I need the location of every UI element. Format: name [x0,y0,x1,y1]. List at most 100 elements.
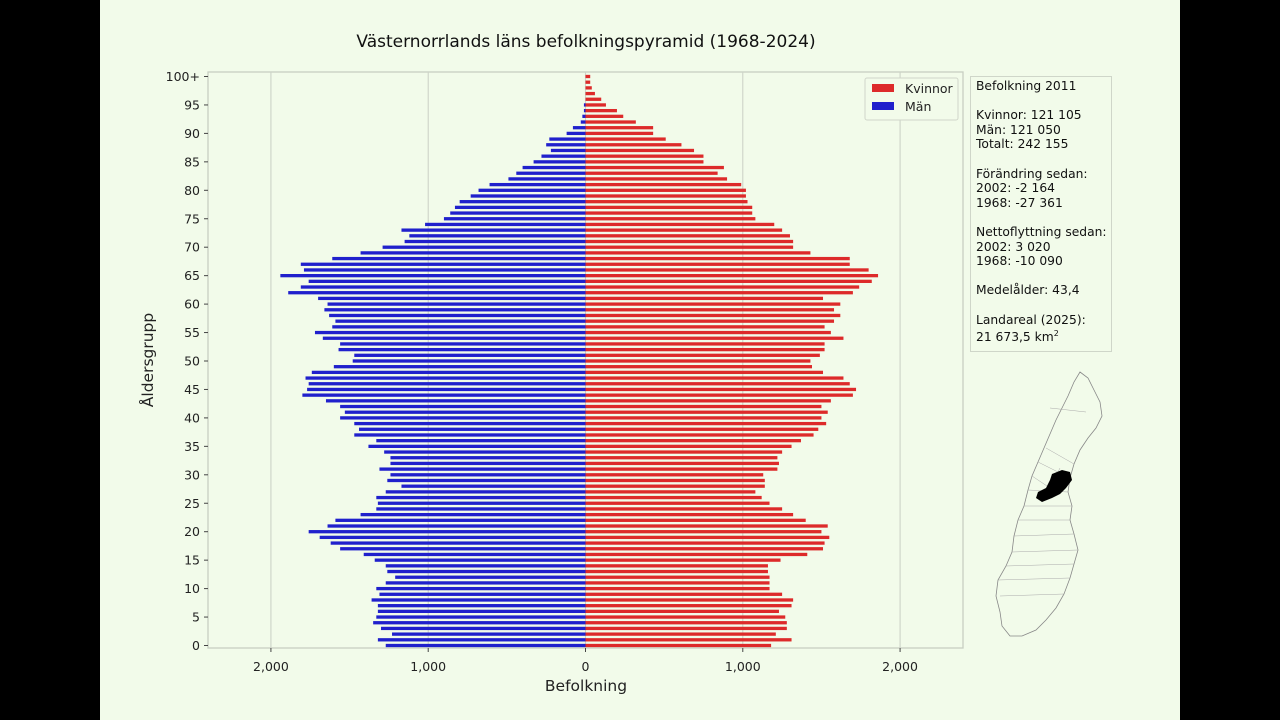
bar-man-age-84 [522,165,586,170]
female-bars [585,74,879,648]
bar-man-age-62 [288,291,586,295]
bar-man-age-95 [583,103,586,107]
bar-kvinnor-age-79 [585,194,746,198]
bar-man-age-81 [489,182,586,187]
bar-kvinnor-age-70 [585,245,794,249]
y-tick-label: 80 [184,183,200,198]
bar-kvinnor-age-8 [585,598,794,602]
bar-kvinnor-age-29 [585,478,765,483]
bar-kvinnor-age-67 [585,262,850,266]
bar-man-age-45 [307,387,586,392]
legend-swatch-kvinnor [872,84,894,92]
bar-man-age-64 [308,279,586,283]
bar-man-age-2 [392,632,586,636]
bar-man-age-42 [340,404,586,409]
bar-kvinnor-age-23 [585,512,794,517]
legend-swatch-man [872,102,894,110]
legend-label-kvinnor: Kvinnor [905,81,954,96]
bar-man-age-88 [546,143,586,147]
bar-kvinnor-age-46 [585,382,850,386]
x-axis-label: Befolkning [545,677,627,695]
bar-kvinnor-age-39 [585,421,827,426]
bar-man-age-91 [572,126,586,130]
bar-man-age-85 [533,160,586,164]
y-tick-label: 85 [184,154,200,169]
bar-man-age-32 [390,461,586,466]
info-man: Män: 121 050 [976,122,1061,137]
bar-kvinnor-age-84 [585,165,724,170]
bar-man-age-21 [327,524,586,528]
vasternorrland-highlight [1036,470,1072,502]
bar-man-age-16 [363,552,586,557]
bar-kvinnor-age-93 [585,114,624,118]
bar-kvinnor-age-74 [585,222,775,227]
bar-kvinnor-age-92 [585,120,636,124]
y-tick-label: 40 [184,410,200,425]
y-tick-label: 75 [184,211,200,226]
bar-kvinnor-age-81 [585,182,742,187]
y-tick-label: 20 [184,524,200,539]
bar-kvinnor-age-34 [585,450,783,454]
bar-man-age-65 [280,274,586,278]
bar-man-age-20 [308,530,586,534]
bar-kvinnor-age-76 [585,211,753,215]
y-tick-label: 60 [184,297,200,312]
y-tick-label: 25 [184,496,200,511]
bar-kvinnor-age-21 [585,524,828,528]
bar-man-age-49 [333,365,586,369]
bar-kvinnor-age-36 [585,439,801,443]
bar-man-age-66 [303,268,586,272]
bar-kvinnor-age-57 [585,319,835,323]
bar-man-age-47 [305,376,586,380]
bar-kvinnor-age-3 [585,626,787,631]
bar-kvinnor-age-73 [585,228,783,232]
bar-man-age-24 [376,507,586,511]
bar-kvinnor-age-1 [585,638,792,642]
bar-man-age-12 [395,575,586,579]
bar-kvinnor-age-47 [585,376,844,380]
bar-kvinnor-age-14 [585,564,768,568]
y-tick-label: 70 [184,240,200,255]
population-info-box: Befolkning 2011 Kvinnor: 121 105 Män: 12… [970,76,1112,352]
bar-kvinnor-age-86 [585,154,704,158]
bar-man-age-27 [385,490,586,494]
bar-man-age-69 [360,251,586,255]
bar-man-age-14 [385,564,586,568]
bar-kvinnor-age-43 [585,399,831,403]
bar-man-age-50 [352,359,586,363]
bar-kvinnor-age-19 [585,535,830,540]
bar-man-age-44 [302,393,586,397]
bar-man-age-40 [340,416,586,420]
bar-man-age-30 [390,473,586,477]
bar-man-age-59 [324,308,586,312]
bar-man-age-4 [373,621,586,625]
bar-kvinnor-age-32 [585,461,779,466]
bar-man-age-89 [549,137,586,141]
bar-kvinnor-age-15 [585,558,781,562]
bar-man-age-33 [390,456,586,460]
bar-kvinnor-age-71 [585,239,794,244]
bar-kvinnor-age-72 [585,234,790,238]
bar-man-age-25 [377,501,586,505]
bar-man-age-19 [319,535,586,540]
bar-kvinnor-age-100 [585,74,591,79]
bar-kvinnor-age-2 [585,632,776,636]
bar-kvinnor-age-53 [585,342,825,346]
bar-kvinnor-age-37 [585,433,814,437]
bar-man-age-29 [387,478,586,483]
bar-man-age-31 [379,467,586,471]
bar-kvinnor-age-0 [585,643,772,648]
x-tick-label: 0 [582,659,590,674]
bar-kvinnor-age-52 [585,347,825,352]
bar-man-age-46 [308,382,586,386]
bar-kvinnor-age-50 [585,359,811,363]
chart-frame: Västernorrlands läns befolkningspyramid … [100,0,1180,720]
bar-kvinnor-age-59 [585,308,835,312]
y-tick-label: 5 [192,610,200,625]
bar-man-age-34 [384,450,586,454]
bar-kvinnor-age-24 [585,507,783,511]
bar-kvinnor-age-62 [585,291,853,295]
bar-man-age-17 [340,547,586,551]
bar-man-age-51 [354,353,586,357]
bar-man-age-70 [382,245,586,249]
